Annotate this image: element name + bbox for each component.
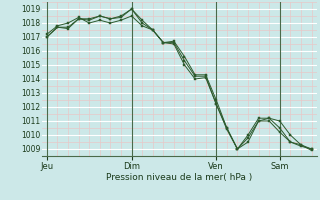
X-axis label: Pression niveau de la mer( hPa ): Pression niveau de la mer( hPa ) [106, 173, 252, 182]
